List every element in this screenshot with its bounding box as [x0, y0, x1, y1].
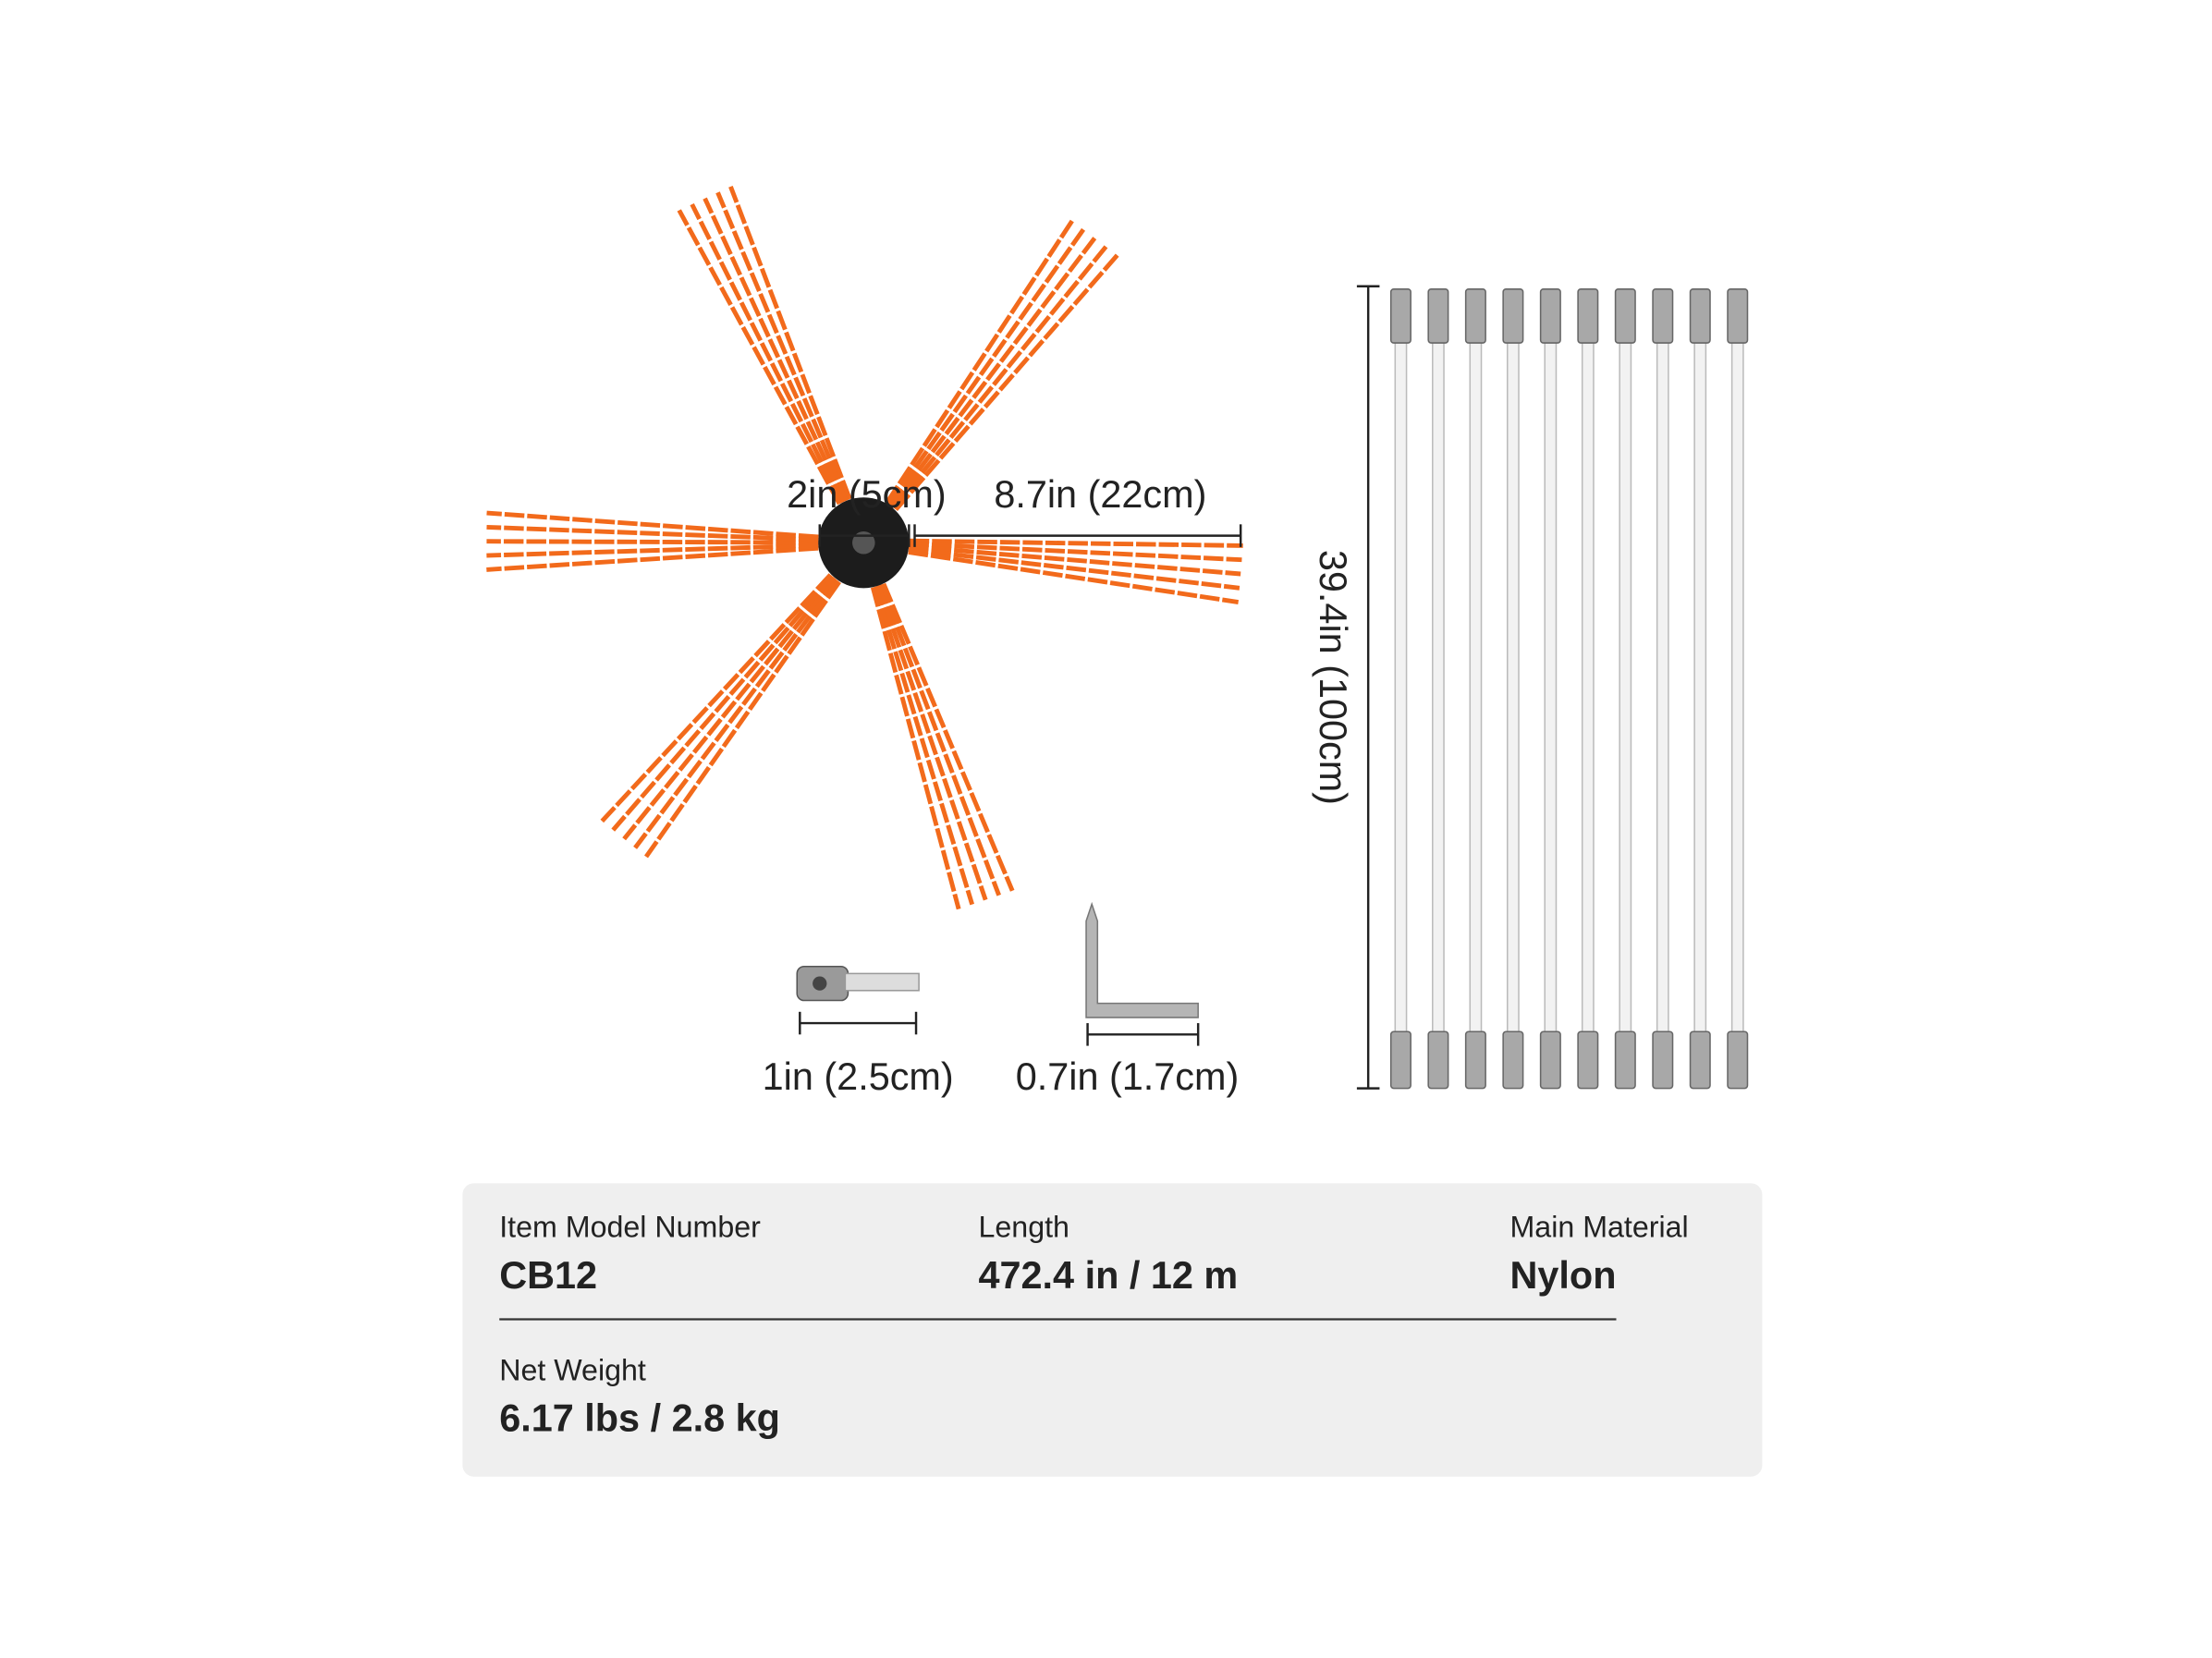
- rod-cap: [1502, 288, 1524, 344]
- rod-dimension: 39.4in (100cm): [1312, 550, 1354, 805]
- bristle: [881, 582, 1015, 892]
- bristle: [690, 202, 845, 504]
- bristle-dimension: 8.7in (22cm): [994, 473, 1206, 516]
- hub-dimension: 2in (5cm): [787, 473, 947, 516]
- rod: [1581, 339, 1595, 1036]
- spec-value: CB12: [499, 1254, 597, 1297]
- spec-value: 6.17 lbs / 2.8 kg: [499, 1397, 780, 1440]
- bristle: [885, 219, 1074, 505]
- spec-value: 472.4 in / 12 m: [979, 1254, 1239, 1297]
- hub-dimension-line: [818, 524, 910, 547]
- bristle: [909, 541, 1242, 563]
- rod-dimension-line: [1356, 285, 1380, 1090]
- bristle: [909, 538, 1243, 548]
- bristle: [486, 510, 819, 540]
- spec-panel: [462, 1183, 1763, 1477]
- bristle: [728, 185, 852, 500]
- adapter-dimension-line: [799, 1011, 918, 1035]
- rod-cap: [1614, 1030, 1636, 1090]
- bristle: [600, 573, 833, 823]
- bristle: [891, 245, 1108, 510]
- bristle: [611, 575, 835, 832]
- brush-illustration: [486, 185, 1243, 910]
- rod: [1394, 339, 1408, 1036]
- bristle: [908, 550, 1240, 604]
- bristle: [622, 577, 837, 841]
- rod-cap: [1727, 1030, 1749, 1090]
- rod-cap: [1539, 288, 1561, 344]
- rod: [1544, 339, 1558, 1036]
- spec-label: Main Material: [1510, 1211, 1689, 1244]
- rod-cap: [1464, 1030, 1486, 1090]
- rod: [1693, 339, 1707, 1036]
- rod-cap: [1389, 288, 1412, 344]
- spec-label: Item Model Number: [499, 1211, 761, 1244]
- rod-cap: [1464, 288, 1486, 344]
- spec-label: Length: [979, 1211, 1069, 1244]
- bristle: [486, 524, 819, 543]
- wrench-dimension-line: [1086, 1023, 1200, 1046]
- rod-cap: [1539, 1030, 1561, 1090]
- bristle: [909, 543, 1241, 577]
- rod: [1506, 339, 1520, 1036]
- rod-cap: [1689, 288, 1711, 344]
- rod-cap: [1689, 1030, 1711, 1090]
- wrench-dimension: 0.7in (1.7cm): [1016, 1055, 1240, 1098]
- bristle: [486, 539, 819, 545]
- spec-value: Nylon: [1510, 1254, 1617, 1297]
- rod: [1619, 339, 1632, 1036]
- rod-cap: [1577, 1030, 1599, 1090]
- rod-cap: [1427, 1030, 1449, 1090]
- adapter: [796, 965, 920, 1002]
- rod-cap: [1502, 1030, 1524, 1090]
- rod-cap: [1652, 288, 1674, 344]
- bristle: [889, 237, 1097, 508]
- bristle: [486, 543, 819, 558]
- rod: [1432, 339, 1445, 1036]
- spec-label: Net Weight: [499, 1353, 646, 1386]
- hex-wrench: [1085, 901, 1199, 1018]
- bristle: [633, 579, 839, 849]
- rod: [1656, 339, 1669, 1036]
- bristle: [873, 585, 975, 906]
- rods-illustration: [1389, 288, 1749, 1090]
- rod: [1469, 339, 1483, 1036]
- bristle: [908, 546, 1240, 591]
- bristle: [486, 545, 819, 572]
- rod-cap: [1427, 288, 1449, 344]
- rod-cap: [1652, 1030, 1674, 1090]
- bristle-dimension-line: [913, 524, 1242, 547]
- bristle: [878, 583, 1001, 896]
- bristle: [715, 191, 849, 502]
- hub-hole: [852, 531, 875, 555]
- rod-cap: [1727, 288, 1749, 344]
- rod-cap: [1614, 288, 1636, 344]
- rod: [1730, 339, 1744, 1036]
- bristle: [870, 586, 961, 910]
- bristle: [886, 227, 1086, 506]
- bristle: [894, 253, 1119, 512]
- rod-cap: [1577, 288, 1599, 344]
- rod-cap: [1389, 1030, 1412, 1090]
- adapter-dimension: 1in (2.5cm): [763, 1055, 954, 1098]
- bristle: [703, 197, 847, 503]
- spec-table: Item Model Number CB12 Length 472.4 in / 12…: [499, 1211, 1688, 1440]
- bristle: [677, 209, 842, 506]
- bristle: [875, 584, 988, 901]
- bristle: [644, 580, 841, 859]
